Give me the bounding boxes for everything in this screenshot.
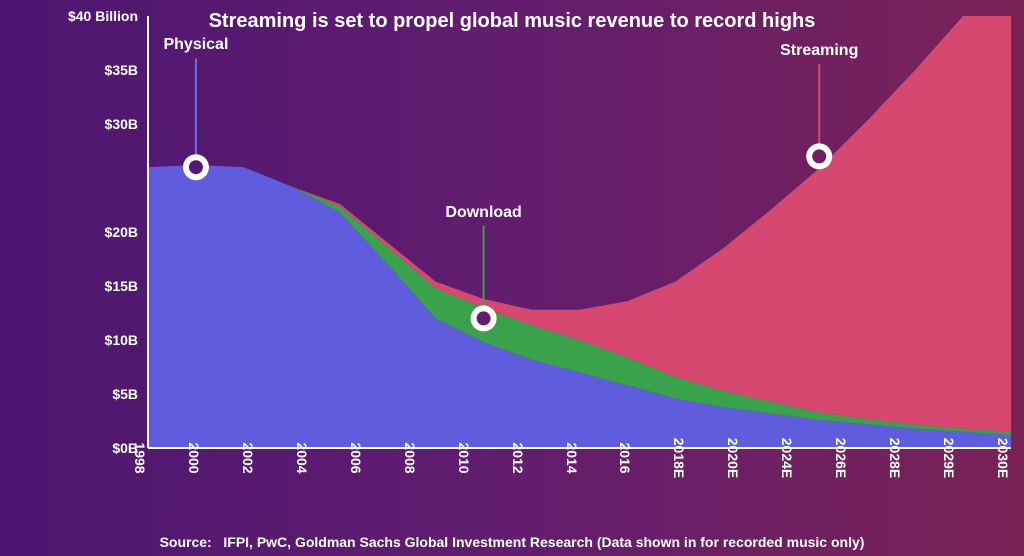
annotation-marker-hole (189, 160, 203, 174)
x-tick-label: 2028E (887, 438, 903, 478)
x-tick-label: 2026E (833, 438, 849, 478)
x-tick-label: 2014 (564, 442, 580, 473)
x-tick-label: 2030E (995, 438, 1011, 478)
x-tick-label: 2008 (402, 442, 418, 473)
x-tick-label: 2006 (348, 442, 364, 473)
y-tick-label: $35B (105, 62, 138, 78)
y-tick-label: $10B (105, 332, 138, 348)
annotation-label-physical: Physical (163, 36, 228, 54)
x-tick-label: 2018E (671, 438, 687, 478)
x-tick-label: 2016 (617, 442, 633, 473)
source-text: IFPI, PwC, Goldman Sachs Global Investme… (223, 534, 864, 550)
x-tick-label: 2029E (941, 438, 957, 478)
annotation-marker-hole (812, 149, 826, 163)
y-tick-label: $40 Billion (68, 8, 138, 24)
music-revenue-chart: Streaming is set to propel global music … (0, 0, 1024, 556)
y-tick-label: $15B (105, 278, 138, 294)
y-tick-label: $30B (105, 116, 138, 132)
annotation-marker-hole (477, 311, 491, 325)
x-tick-label: 2010 (456, 442, 472, 473)
y-tick-label: $20B (105, 224, 138, 240)
source-prefix: Source: (160, 534, 212, 550)
annotation-label-streaming: Streaming (780, 42, 858, 60)
x-tick-label: 2012 (510, 442, 526, 473)
chart-title: Streaming is set to propel global music … (0, 10, 1024, 33)
x-tick-label: 1998 (132, 442, 148, 473)
y-tick-label: $5B (112, 386, 138, 402)
x-tick-label: 2024E (779, 438, 795, 478)
annotation-label-download: Download (445, 204, 521, 222)
x-tick-label: 2020E (725, 438, 741, 478)
x-tick-label: 2000 (186, 442, 202, 473)
source-footer: Source: IFPI, PwC, Goldman Sachs Global … (0, 534, 1024, 550)
x-tick-label: 2002 (240, 442, 256, 473)
x-tick-label: 2004 (294, 442, 310, 473)
